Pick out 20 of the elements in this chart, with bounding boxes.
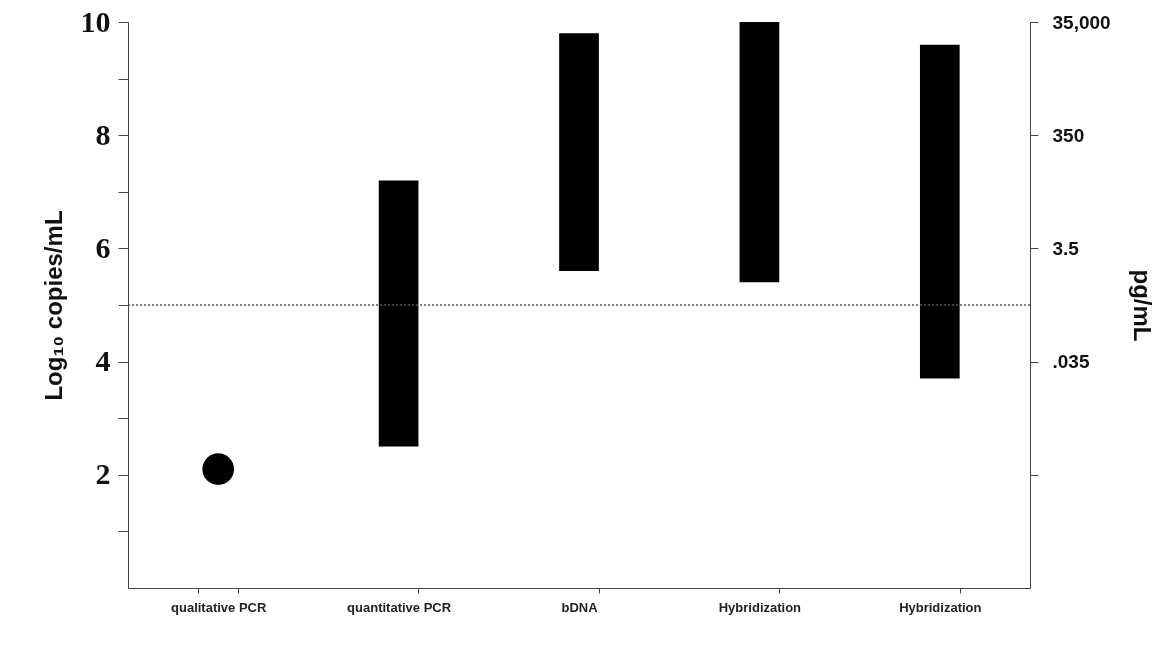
bar bbox=[919, 44, 960, 379]
x-tick-label: Hybridization bbox=[718, 599, 802, 615]
y-tick-label: 4 bbox=[95, 344, 111, 378]
x-tick-label: quantitative PCR bbox=[347, 599, 452, 615]
bar bbox=[378, 180, 419, 447]
x-tick-label: bDNA bbox=[561, 599, 599, 615]
y2-tick-label: 35,000 bbox=[1052, 11, 1111, 33]
y-tick-label: 8 bbox=[95, 117, 111, 151]
y-tick-label: 10 bbox=[80, 4, 111, 38]
y-axis-title: Log₁₀ copies/mL bbox=[39, 210, 67, 401]
y-tick-label: 6 bbox=[95, 230, 111, 264]
y2-axis-title: pg/mL bbox=[1128, 269, 1156, 342]
bar bbox=[739, 22, 780, 283]
x-tick-label: qualitative PCR bbox=[171, 599, 267, 615]
bar bbox=[559, 33, 599, 272]
y2-tick-label: 3.5 bbox=[1052, 237, 1080, 259]
y2-tick-label: .035 bbox=[1052, 351, 1090, 373]
y-tick-label: 2 bbox=[95, 457, 111, 491]
x-tick-label: Hybridization bbox=[899, 599, 982, 615]
y2-tick-label: 350 bbox=[1052, 124, 1085, 146]
